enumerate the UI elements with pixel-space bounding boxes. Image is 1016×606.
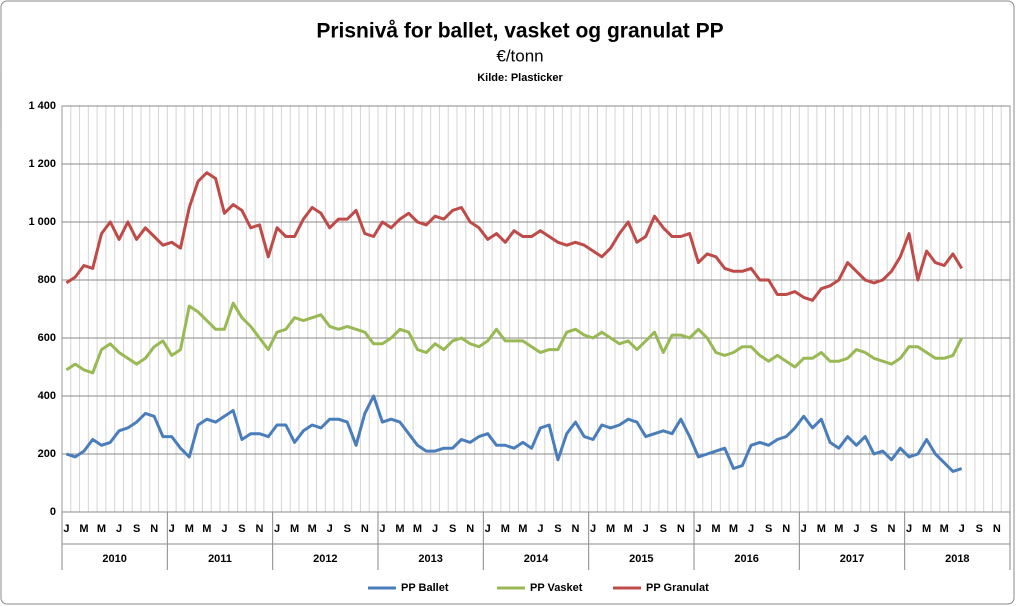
x-tick-label: M [79,523,88,535]
x-tick-label: N [361,523,369,535]
x-tick-label: S [660,523,667,535]
x-tick-label: J [169,523,175,535]
x-tick-label: J [116,523,122,535]
year-label: 2010 [102,553,126,565]
x-tick-label: M [308,523,317,535]
series-line [65,394,963,473]
legend-label: PP Granulat [646,582,709,594]
x-tick-label: J [537,523,543,535]
x-tick-label: M [290,523,299,535]
chart-source: Kilde: Plasticker [477,72,563,84]
y-tick-label: 0 [50,506,56,518]
x-tick-label: N [888,523,896,535]
x-tick-label: M [940,523,949,535]
x-tick-label: M [413,523,422,535]
year-label: 2011 [208,553,232,565]
year-label: 2018 [945,553,969,565]
x-tick-label: N [993,523,1001,535]
x-tick-label: J [748,523,754,535]
x-tick-label: J [801,523,807,535]
x-tick-label: J [327,523,333,535]
chart-subtitle: €/tonn [496,46,543,65]
y-tick-label: 600 [38,332,56,344]
series-line [65,301,964,375]
year-label: 2017 [840,553,864,565]
year-label: 2013 [418,553,442,565]
x-tick-label: M [501,523,510,535]
x-tick-label: S [133,523,140,535]
series-line [65,171,964,302]
x-tick-label: J [853,523,859,535]
x-tick-label: S [344,523,351,535]
x-tick-label: N [572,523,580,535]
x-tick-label: M [711,523,720,535]
x-tick-label: J [695,523,701,535]
x-tick-label: M [185,523,194,535]
x-tick-label: J [379,523,385,535]
x-tick-label: M [395,523,404,535]
x-tick-label: S [976,523,983,535]
x-tick-label: M [834,523,843,535]
x-tick-label: N [256,523,264,535]
x-tick-label: J [959,523,965,535]
x-tick-label: J [485,523,491,535]
x-tick-label: J [590,523,596,535]
x-tick-label: J [643,523,649,535]
x-tick-label: S [449,523,456,535]
chart-title: Prisnivå for ballet, vasket og granulat … [316,20,723,43]
x-tick-label: J [432,523,438,535]
x-tick-label: S [765,523,772,535]
x-tick-label: N [466,523,474,535]
year-label: 2016 [734,553,758,565]
x-tick-label: J [274,523,280,535]
x-tick-label: M [97,523,106,535]
year-label: 2012 [313,553,337,565]
y-tick-label: 1 200 [28,158,56,170]
x-tick-label: N [677,523,685,535]
x-tick-label: N [150,523,158,535]
x-tick-label: M [518,523,527,535]
y-tick-label: 200 [38,448,56,460]
x-tick-label: S [870,523,877,535]
x-tick-label: M [624,523,633,535]
x-tick-label: M [817,523,826,535]
legend-label: PP Vasket [530,582,583,594]
x-tick-label: M [202,523,211,535]
year-label: 2015 [629,553,653,565]
legend-label: PP Ballet [401,582,449,594]
year-label: 2014 [524,553,549,565]
x-tick-label: M [729,523,738,535]
y-tick-label: 1 000 [28,216,56,228]
x-tick-label: J [906,523,912,535]
x-tick-label: S [238,523,245,535]
x-tick-label: M [922,523,931,535]
y-tick-label: 400 [38,390,56,402]
x-tick-label: N [782,523,790,535]
x-tick-label: S [554,523,561,535]
x-tick-label: J [221,523,227,535]
x-tick-label: J [63,523,69,535]
y-tick-label: 1 400 [28,100,56,112]
y-tick-label: 800 [38,274,56,286]
x-tick-label: M [606,523,615,535]
